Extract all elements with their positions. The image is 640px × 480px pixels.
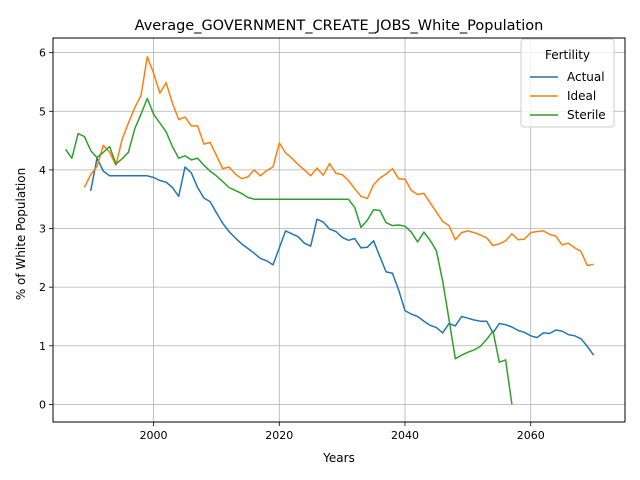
series-line-sterile	[64, 97, 513, 405]
legend-label-ideal: Ideal	[567, 89, 596, 103]
legend-label-sterile: Sterile	[567, 108, 606, 122]
series-line-actual	[89, 157, 595, 356]
x-axis-ticks: 2000 2020 2040 2060	[140, 422, 545, 442]
x-tick-label: 2060	[517, 429, 545, 442]
legend-box	[520, 38, 615, 128]
x-tick-label: 2000	[140, 429, 168, 442]
y-tick-label: 6	[39, 47, 46, 60]
legend-label-actual: Actual	[567, 70, 605, 84]
series-line-ideal	[83, 56, 594, 267]
x-tick-label: 2040	[391, 429, 419, 442]
plot-area-frame	[52, 37, 626, 423]
chart-title: Average_GOVERNMENT_CREATE_JOBS_White_Pop…	[135, 18, 544, 34]
y-axis-ticks: 0 1 2 3 4 5 6	[39, 47, 53, 411]
y-tick-label: 5	[39, 105, 46, 118]
x-tick-label: 2020	[265, 429, 293, 442]
y-tick-label: 4	[39, 164, 46, 177]
y-tick-label: 2	[39, 281, 46, 294]
y-tick-label: 3	[39, 223, 46, 236]
legend: Fertility Actual Ideal Sterile	[520, 38, 615, 128]
series-lines	[64, 56, 595, 405]
x-axis-label: Years	[322, 451, 355, 465]
y-tick-label: 0	[39, 398, 46, 411]
legend-title: Fertility	[545, 48, 590, 62]
y-axis-label: % of White Population	[14, 168, 28, 300]
y-tick-label: 1	[39, 340, 46, 353]
